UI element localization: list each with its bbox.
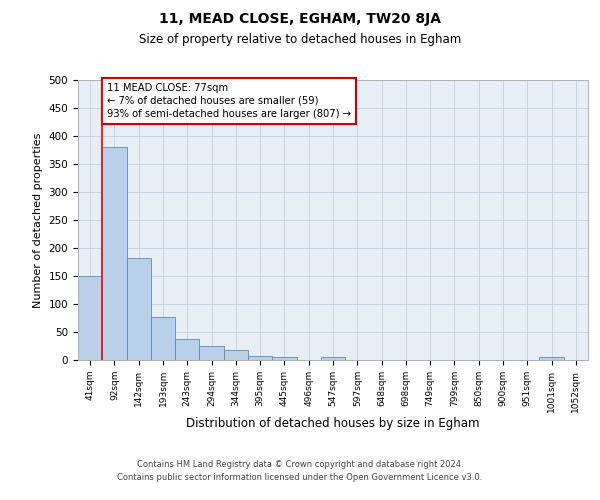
Bar: [151, 318, 175, 360]
X-axis label: Distribution of detached houses by size in Egham: Distribution of detached houses by size …: [186, 418, 480, 430]
Y-axis label: Number of detached properties: Number of detached properties: [33, 132, 43, 308]
Bar: [248, 356, 272, 360]
Text: Size of property relative to detached houses in Egham: Size of property relative to detached ho…: [139, 32, 461, 46]
Bar: [224, 350, 248, 360]
Bar: [272, 357, 296, 360]
Bar: [199, 346, 224, 360]
Text: 11 MEAD CLOSE: 77sqm
← 7% of detached houses are smaller (59)
93% of semi-detach: 11 MEAD CLOSE: 77sqm ← 7% of detached ho…: [107, 83, 351, 119]
Bar: [539, 356, 564, 360]
Bar: [102, 147, 127, 360]
Bar: [127, 258, 151, 360]
Bar: [175, 340, 199, 360]
Bar: [78, 276, 102, 360]
Bar: [321, 356, 345, 360]
Text: Contains HM Land Registry data © Crown copyright and database right 2024.
Contai: Contains HM Land Registry data © Crown c…: [118, 460, 482, 482]
Text: 11, MEAD CLOSE, EGHAM, TW20 8JA: 11, MEAD CLOSE, EGHAM, TW20 8JA: [159, 12, 441, 26]
